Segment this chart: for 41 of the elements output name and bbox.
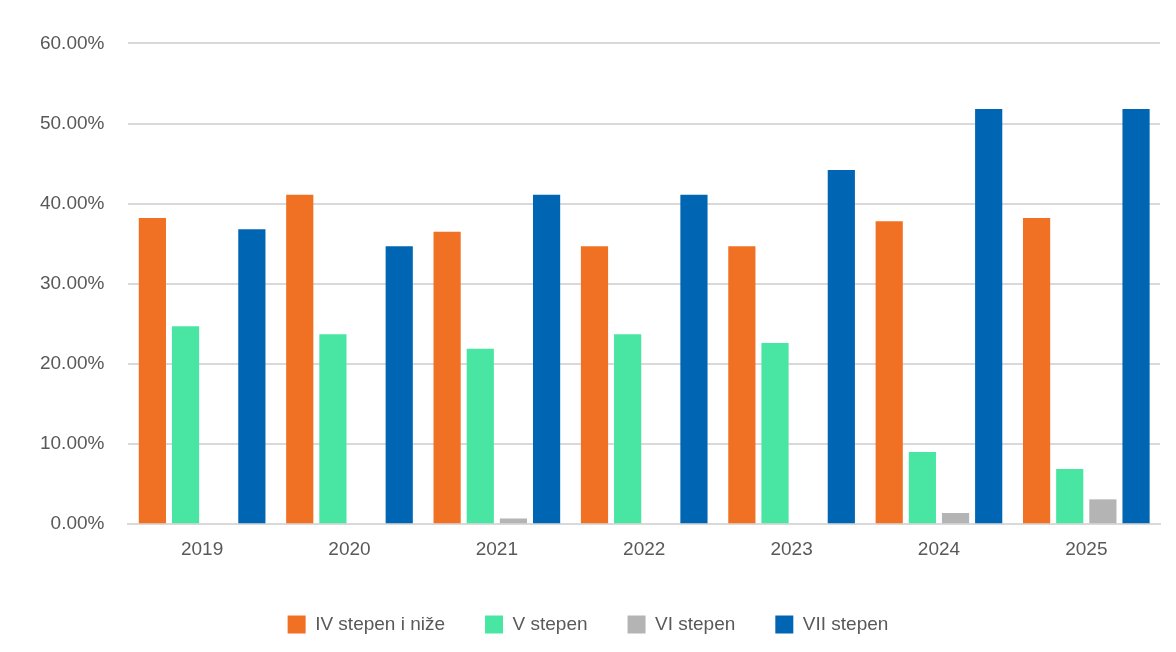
x-tick-label: 2024 bbox=[917, 537, 961, 559]
x-tick-label: 2019 bbox=[180, 537, 224, 559]
bar bbox=[875, 221, 903, 524]
bar bbox=[466, 348, 494, 524]
bar bbox=[975, 109, 1003, 524]
x-tick-label: 2021 bbox=[475, 537, 518, 559]
legend-label: IV stepen i niže bbox=[315, 612, 446, 634]
bar bbox=[1022, 218, 1051, 524]
legend-label: VI stepen bbox=[655, 612, 736, 634]
legend-label: V stepen bbox=[512, 612, 588, 634]
bar bbox=[1089, 499, 1117, 524]
y-tick-label: 10.00% bbox=[39, 432, 105, 454]
bar bbox=[533, 194, 561, 524]
bar bbox=[614, 334, 642, 524]
y-tick-label: 0.00% bbox=[50, 512, 105, 534]
bar bbox=[680, 194, 708, 524]
x-tick-label: 2020 bbox=[328, 537, 371, 559]
legend-label: VII stepen bbox=[802, 612, 889, 634]
y-tick-label: 50.00% bbox=[39, 111, 105, 133]
bar bbox=[941, 512, 970, 524]
bar bbox=[238, 229, 266, 524]
bar bbox=[1122, 109, 1150, 524]
y-tick-label: 30.00% bbox=[39, 272, 105, 294]
y-tick-label: 60.00% bbox=[39, 31, 105, 53]
x-tick-label: 2022 bbox=[623, 537, 666, 559]
bar bbox=[827, 170, 855, 524]
y-tick-label: 40.00% bbox=[39, 191, 105, 213]
bar bbox=[728, 246, 756, 524]
x-tick-label: 2025 bbox=[1065, 537, 1108, 559]
bar bbox=[385, 246, 413, 524]
bar bbox=[1056, 468, 1084, 524]
bar bbox=[580, 246, 609, 524]
bar bbox=[171, 326, 200, 524]
bar bbox=[433, 231, 461, 524]
bar bbox=[286, 194, 314, 524]
y-tick-label: 20.00% bbox=[39, 352, 105, 374]
x-tick-label: 2023 bbox=[770, 537, 813, 559]
bar bbox=[908, 452, 936, 524]
bar bbox=[138, 218, 166, 524]
bar bbox=[319, 334, 347, 524]
bar bbox=[761, 343, 789, 524]
